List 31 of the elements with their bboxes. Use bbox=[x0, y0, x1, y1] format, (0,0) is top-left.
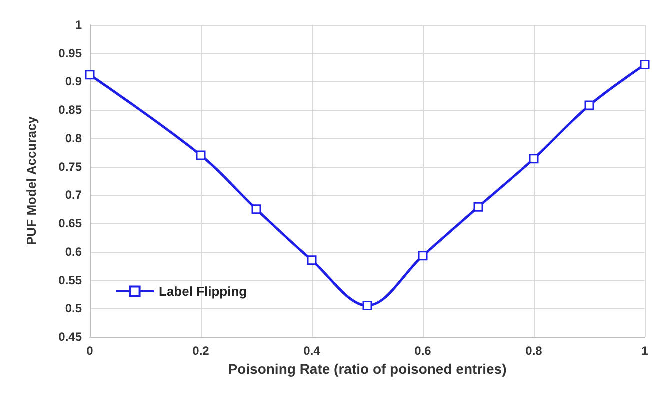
y-tick-label: 0.8 bbox=[65, 131, 82, 146]
y-tick-label: 1 bbox=[75, 18, 82, 32]
point bbox=[529, 154, 539, 164]
y-tick-label: 0.5 bbox=[65, 302, 82, 316]
point bbox=[196, 150, 206, 160]
point bbox=[640, 60, 650, 70]
point bbox=[418, 251, 428, 261]
y-tick-label: 0.6 bbox=[65, 244, 82, 259]
point bbox=[362, 301, 372, 311]
point bbox=[252, 204, 262, 214]
y-tick-label: 0.9 bbox=[65, 74, 82, 89]
y-tick-label: 0.55 bbox=[58, 273, 82, 288]
x-tick-label: 0.8 bbox=[526, 344, 543, 358]
point bbox=[474, 202, 484, 212]
legend-label: Label Flipping bbox=[159, 284, 248, 299]
y-tick-label: 0.45 bbox=[58, 330, 82, 344]
point bbox=[307, 256, 317, 266]
x-tick-label: 0 bbox=[86, 344, 94, 358]
x-axis-title: Poisoning Rate (ratio of poisoned entries) bbox=[228, 360, 507, 377]
y-tick-label: 0.7 bbox=[65, 188, 82, 202]
point bbox=[584, 100, 594, 110]
y-tick-label: 0.95 bbox=[58, 46, 82, 60]
x-tick-label: 0.2 bbox=[192, 344, 210, 358]
y-tick-label: 0.65 bbox=[58, 216, 82, 231]
y-axis-title: PUF Model Accuracy bbox=[24, 116, 39, 246]
point bbox=[85, 70, 95, 80]
x-tick-label: 0.4 bbox=[304, 344, 321, 358]
y-tick-label: 0.85 bbox=[58, 103, 82, 118]
x-tick-label: 0.6 bbox=[414, 344, 432, 358]
x-tick-label: 1 bbox=[642, 344, 649, 358]
y-tick-label: 0.75 bbox=[58, 160, 82, 174]
